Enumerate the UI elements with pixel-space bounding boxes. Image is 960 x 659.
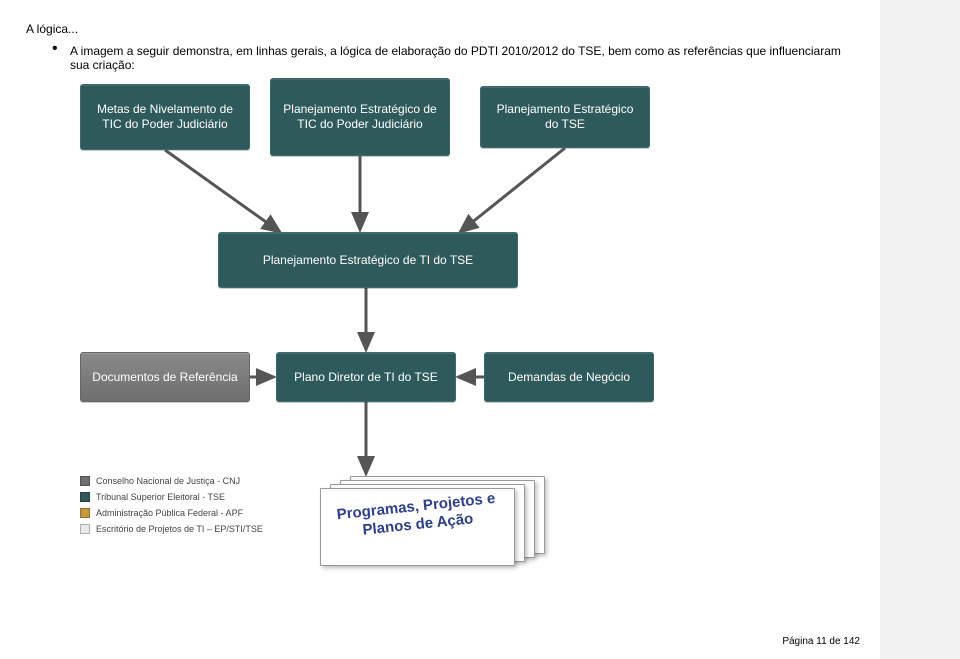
node-bot-right: Demandas de Negócio xyxy=(484,352,654,402)
intro-text: A imagem a seguir demonstra, em linhas g… xyxy=(70,44,860,72)
legend-row: Administração Pública Federal - APF xyxy=(80,508,320,518)
page-footer: Página 11 de 142 xyxy=(782,636,860,647)
page-root: A lógica... • A imagem a seguir demonstr… xyxy=(0,0,960,659)
stack-docs: Programas, Projetos e Planos de Ação xyxy=(316,476,546,566)
right-margin-band xyxy=(880,0,960,659)
page-title: A lógica... xyxy=(26,22,78,36)
legend-swatch-1 xyxy=(80,492,90,502)
legend-swatch-3 xyxy=(80,524,90,534)
legend-label: Conselho Nacional de Justiça - CNJ xyxy=(96,476,240,486)
flowchart-diagram: Metas de Nivelamento de TIC do Poder Jud… xyxy=(80,78,745,618)
node-top-mid: Planejamento Estratégico de TIC do Poder… xyxy=(270,78,450,156)
legend-label: Administração Pública Federal - APF xyxy=(96,508,243,518)
edge-topleft-center xyxy=(165,150,280,232)
edge-topright-center xyxy=(460,148,565,232)
legend: Conselho Nacional de Justiça - CNJ Tribu… xyxy=(80,476,320,540)
legend-swatch-2 xyxy=(80,508,90,518)
bullet-dot: • xyxy=(52,40,58,58)
legend-row: Tribunal Superior Eleitoral - TSE xyxy=(80,492,320,502)
node-center: Planejamento Estratégico de TI do TSE xyxy=(218,232,518,288)
node-top-right: Planejamento Estratégico do TSE xyxy=(480,86,650,148)
legend-row: Escritório de Projetos de TI – EP/STI/TS… xyxy=(80,524,320,534)
legend-swatch-0 xyxy=(80,476,90,486)
node-bot-left: Documentos de Referência xyxy=(80,352,250,402)
legend-label: Tribunal Superior Eleitoral - TSE xyxy=(96,492,225,502)
legend-row: Conselho Nacional de Justiça - CNJ xyxy=(80,476,320,486)
legend-label: Escritório de Projetos de TI – EP/STI/TS… xyxy=(96,524,263,534)
node-bot-mid: Plano Diretor de TI do TSE xyxy=(276,352,456,402)
node-top-left: Metas de Nivelamento de TIC do Poder Jud… xyxy=(80,84,250,150)
